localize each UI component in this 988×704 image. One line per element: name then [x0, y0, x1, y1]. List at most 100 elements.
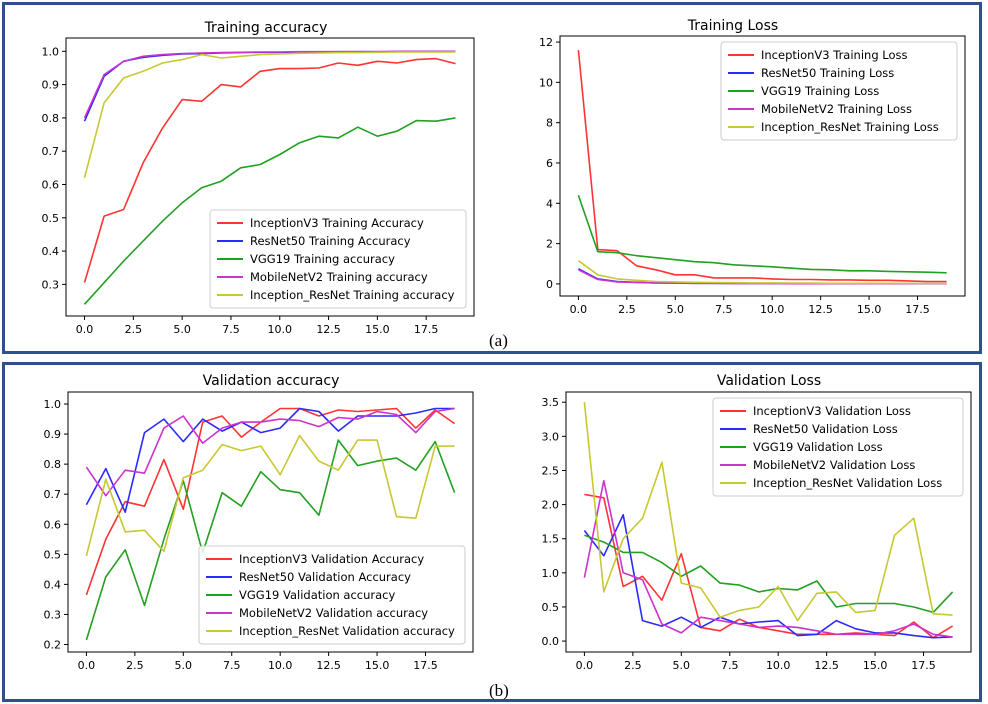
- legend: [209, 209, 467, 309]
- legend-entry: MobileNetV2 Validation accuracy: [239, 606, 428, 620]
- x-tick-label: 15.0: [365, 323, 390, 336]
- series-line-2: [577, 194, 947, 274]
- x-tick-label: 12.5: [316, 659, 341, 672]
- legend-entry: MobileNetV2 Validation Loss: [753, 458, 915, 472]
- y-tick-label: 0.3: [42, 278, 60, 291]
- legend-entry: InceptionV3 Validation Loss: [753, 404, 911, 418]
- legend-entry: MobileNetV2 Training accuracy: [250, 270, 428, 284]
- x-tick-label: 12.5: [316, 323, 341, 336]
- legend-entry: ResNet50 Validation Accuracy: [239, 570, 411, 584]
- y-tick-label: 0.0: [542, 635, 560, 648]
- chart-title: Validation accuracy: [203, 373, 340, 389]
- series-line-0: [584, 493, 954, 639]
- x-tick-label: 17.5: [414, 323, 439, 336]
- y-tick-label: 0.5: [542, 601, 560, 614]
- x-tick-label: 17.5: [413, 659, 438, 672]
- y-tick-label: 0.7: [44, 488, 62, 501]
- y-tick-label: 0.9: [44, 428, 62, 441]
- series-line-2: [85, 439, 456, 641]
- x-tick-label: 7.5: [715, 303, 733, 316]
- x-tick-label: 5.0: [173, 323, 191, 336]
- x-tick-label: 15.0: [365, 659, 390, 672]
- series-line-1: [85, 407, 455, 514]
- x-tick-label: 10.0: [268, 323, 293, 336]
- y-tick-label: 1.5: [542, 533, 560, 546]
- legend-entry: Inception_ResNet Validation accuracy: [239, 624, 455, 638]
- y-tick-label: 0.8: [42, 112, 60, 125]
- legend-entry: Inception_ResNet Training Loss: [761, 120, 939, 134]
- x-tick-label: 2.5: [624, 659, 642, 672]
- y-tick-label: 3.0: [542, 430, 560, 443]
- panel-caption-b: (b): [489, 681, 509, 700]
- series-line-1: [583, 513, 953, 639]
- legend-entry: VGG19 Validation Loss: [753, 440, 883, 454]
- series-line-4: [577, 260, 947, 285]
- legend-entry: Inception_ResNet Validation Loss: [753, 476, 942, 490]
- legend-entry: ResNet50 Validation Loss: [753, 422, 898, 436]
- y-tick-label: 8: [546, 117, 553, 130]
- series-line-3: [85, 407, 455, 497]
- series-line-0: [85, 407, 456, 596]
- y-tick-label: 0.3: [44, 608, 62, 621]
- y-tick-label: 0.8: [44, 458, 62, 471]
- y-tick-label: 0.9: [42, 79, 60, 92]
- y-tick-label: 2.0: [542, 499, 560, 512]
- series-line-0: [577, 50, 947, 283]
- legend-entry: InceptionV3 Training Accuracy: [250, 216, 424, 230]
- y-tick-label: 0.5: [44, 548, 62, 561]
- x-tick-label: 2.5: [618, 303, 636, 316]
- legend-entry: InceptionV3 Training Loss: [761, 48, 908, 62]
- y-tick-label: 1.0: [42, 45, 60, 58]
- y-tick-label: 0: [546, 278, 553, 291]
- x-tick-label: 5.0: [175, 659, 193, 672]
- chart-title: Training Loss: [687, 18, 778, 34]
- x-tick-label: 15.0: [863, 659, 888, 672]
- series-line-2: [584, 534, 954, 614]
- legend-entry: InceptionV3 Validation Accuracy: [239, 552, 424, 566]
- series-line-4: [583, 402, 953, 622]
- chart-title: Training accuracy: [204, 20, 328, 36]
- x-tick-label: 10.0: [268, 659, 293, 672]
- x-tick-label: 0.0: [78, 659, 96, 672]
- legend-entry: ResNet50 Training Accuracy: [250, 234, 411, 248]
- x-tick-label: 7.5: [721, 659, 739, 672]
- x-tick-label: 7.5: [223, 659, 241, 672]
- legend-entry: VGG19 Validation accuracy: [239, 588, 396, 602]
- legend-entry: Inception_ResNet Training accuracy: [250, 288, 455, 302]
- x-tick-label: 0.0: [570, 303, 588, 316]
- y-tick-label: 0.7: [42, 145, 60, 158]
- series-line-2: [83, 117, 456, 305]
- series-line-4: [85, 434, 455, 556]
- y-tick-label: 0.6: [44, 518, 62, 531]
- y-tick-label: 4: [546, 197, 553, 210]
- y-tick-label: 6: [546, 157, 553, 170]
- legend-entry: ResNet50 Training Loss: [761, 66, 894, 80]
- y-tick-label: 3.5: [542, 396, 560, 409]
- y-tick-label: 0.2: [44, 638, 62, 651]
- y-tick-label: 0.6: [42, 178, 60, 191]
- series-line-4: [83, 51, 456, 179]
- x-tick-label: 7.5: [222, 323, 240, 336]
- panel-caption-a: (a): [489, 331, 508, 350]
- legend: [720, 41, 958, 141]
- x-tick-label: 5.0: [673, 659, 691, 672]
- x-tick-label: 0.0: [576, 659, 594, 672]
- legend-entry: VGG19 Training accuracy: [250, 252, 395, 266]
- x-tick-label: 12.5: [808, 303, 833, 316]
- y-tick-label: 1.0: [542, 567, 560, 580]
- x-tick-label: 12.5: [814, 659, 839, 672]
- x-tick-label: 2.5: [125, 323, 143, 336]
- legend: [712, 397, 964, 497]
- y-tick-label: 0.4: [44, 578, 62, 591]
- legend-entry: VGG19 Training Loss: [761, 84, 879, 98]
- x-tick-label: 17.5: [911, 659, 936, 672]
- chart-title: Validation Loss: [717, 373, 821, 389]
- x-tick-label: 15.0: [857, 303, 882, 316]
- series-line-3: [583, 479, 953, 638]
- x-tick-label: 10.0: [760, 303, 785, 316]
- y-tick-label: 12: [539, 36, 553, 49]
- x-tick-label: 17.5: [905, 303, 930, 316]
